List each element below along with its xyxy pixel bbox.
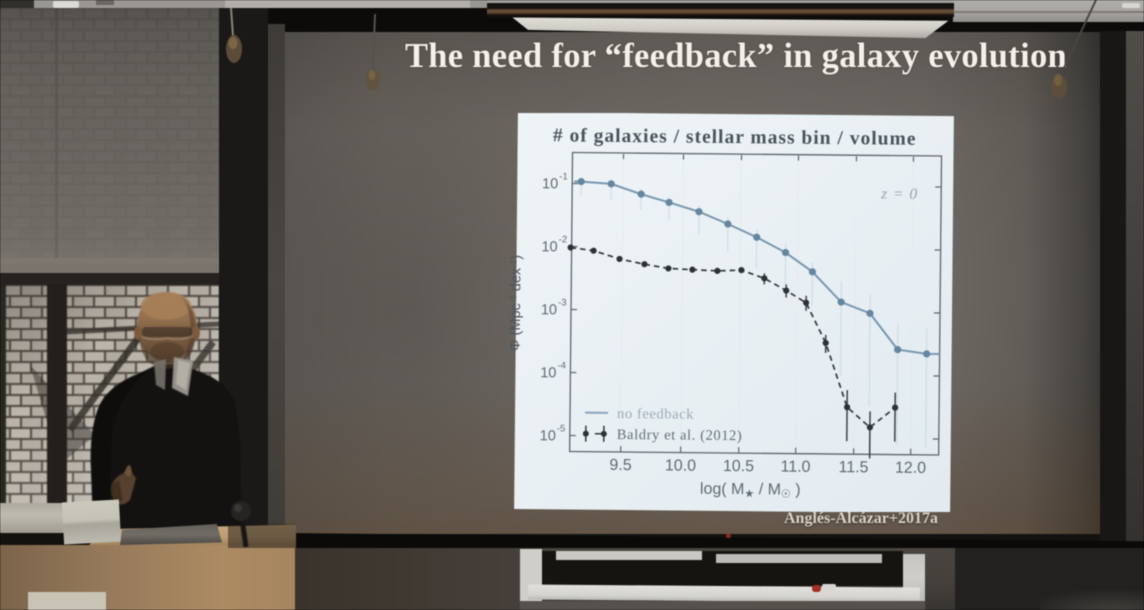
- svg-text:log( M★ / M☉ ): log( M★ / M☉ ): [700, 481, 801, 501]
- svg-text:10: 10: [541, 239, 557, 255]
- svg-text:9.5: 9.5: [609, 457, 632, 474]
- svg-text:# of galaxies / stellar mass b: # of galaxies / stellar mass bin / volum…: [553, 125, 917, 149]
- svg-text:Baldry et al. (2012): Baldry et al. (2012): [617, 427, 743, 444]
- svg-text:-5: -5: [557, 423, 566, 434]
- svg-text:-2: -2: [559, 234, 568, 245]
- svg-text:z = 0: z = 0: [880, 185, 918, 202]
- svg-text:11.0: 11.0: [780, 459, 810, 476]
- svg-text:10: 10: [541, 302, 557, 318]
- svg-text:12.0: 12.0: [895, 460, 926, 477]
- svg-text:10: 10: [540, 428, 556, 444]
- svg-text:10: 10: [540, 365, 556, 381]
- svg-text:no feedback: no feedback: [617, 406, 694, 423]
- svg-text:Φ (Mpc-3 dex-1): Φ (Mpc-3 dex-1): [508, 255, 525, 351]
- svg-text:10.0: 10.0: [665, 457, 696, 474]
- svg-text:10.5: 10.5: [723, 458, 754, 475]
- svg-text:10: 10: [542, 176, 558, 192]
- svg-text:-1: -1: [559, 171, 568, 182]
- svg-text:-4: -4: [557, 360, 566, 371]
- svg-text:11.5: 11.5: [838, 459, 868, 476]
- svg-text:-3: -3: [558, 297, 567, 308]
